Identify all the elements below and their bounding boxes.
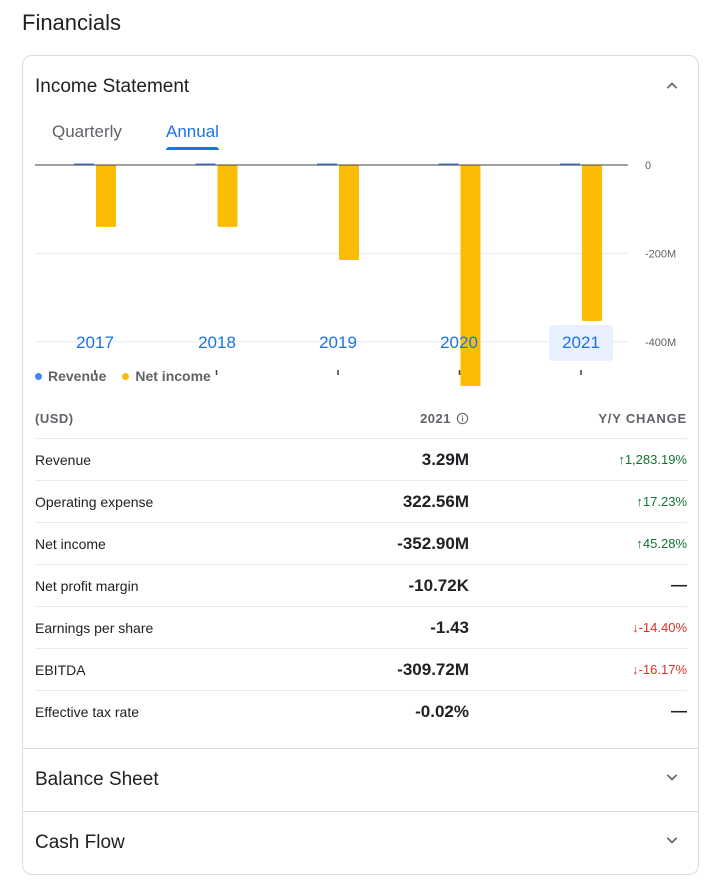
net-income-bar [96,165,116,227]
table-row: Revenue 3.29M ↑1,283.19% [35,439,687,481]
row-change-value: — [671,703,687,720]
row-value: -10.72K [408,575,469,595]
year-button-2019[interactable]: 2019 [319,333,357,352]
year-button-2018[interactable]: 2018 [198,333,236,352]
table-row: Net income -352.90M ↑45.28% [35,523,687,565]
row-change: ↑1,283.19% [618,452,687,467]
header-change: Y/Y CHANGE [598,411,687,426]
arrow-up-icon: ↑ [618,452,625,467]
chevron-down-icon[interactable] [662,767,682,787]
table-row: EBITDA -309.72M ↓-16.17% [35,649,687,691]
balance-sheet-title: Balance Sheet [35,769,159,790]
table-row: Earnings per share -1.43 ↓-14.40% [35,607,687,649]
info-icon[interactable] [456,412,469,425]
row-label: Effective tax rate [35,704,140,720]
header-year: 2021 [420,411,469,426]
arrow-up-icon: ↑ [636,536,643,551]
row-value: 3.29M [421,449,469,469]
table-row: Net profit margin -10.72K — [35,565,687,607]
row-change-value: 45.28% [642,536,687,551]
y-tick-label: -400M [645,337,676,349]
row-label: Net income [35,535,106,552]
revenue-bar [438,163,459,165]
row-label: Earnings per share [35,619,154,636]
income-statement-header[interactable]: Income Statement [23,56,698,118]
page-title: Financials [22,10,122,35]
chevron-down-icon[interactable] [662,830,682,850]
legend-net-income: Net income [122,368,211,384]
row-value: -0.02% [415,702,469,721]
row-change-value: 17.23% [642,494,687,509]
row-change-value: — [671,576,687,594]
arrow-down-icon: ↓ [632,620,639,635]
section-divider [23,748,698,749]
revenue-dot-icon [35,372,42,380]
row-label: Operating expense [35,493,154,510]
legend-net-income-label: Net income [135,368,211,384]
y-tick-label: 0 [645,160,651,172]
revenue-bar [560,163,580,165]
net-income-bar [339,165,359,261]
revenue-bar [74,163,94,165]
row-label: Revenue [35,451,92,468]
row-label: Net profit margin [35,577,139,594]
legend-revenue: Revenue [35,368,106,384]
chevron-up-icon[interactable] [662,76,682,96]
cash-flow-title: Cash Flow [35,832,125,853]
tab-quarterly[interactable]: Quarterly [52,122,122,141]
row-value: -309.72M [397,659,469,679]
row-value: -1.43 [430,617,469,637]
row-label: EBITDA [35,661,86,678]
row-change-value: -16.17% [638,662,687,677]
arrow-up-icon: ↑ [636,494,643,509]
year-button-2021[interactable]: 2021 [549,325,613,361]
revenue-bar [317,163,337,165]
year-button-2017[interactable]: 2017 [76,333,114,352]
year-button-2020[interactable]: 2020 [440,333,478,352]
row-change: ↑17.23% [636,494,687,509]
legend-revenue-label: Revenue [48,368,107,384]
header-currency: (USD) [35,411,74,426]
net-income-dot-icon [122,372,130,380]
header-year-label: 2021 [420,411,451,426]
revenue-bar [195,163,216,165]
net-income-bar [582,165,602,321]
net-income-bar [217,165,238,227]
table-row: Operating expense 322.56M ↑17.23% [35,481,687,523]
financials-table: (USD) 2021 Y/Y CHANGE Revenue 3.29M ↑1,2… [35,399,687,733]
section-divider [23,811,698,812]
income-chart: 0-200M-400M-600M [35,160,676,386]
row-change-value: -14.40% [638,620,687,635]
table-row: Effective tax rate -0.02% — [35,691,687,733]
arrow-down-icon: ↓ [632,662,639,677]
row-value: -352.90M [397,533,469,553]
y-tick-label: -200M [645,248,676,260]
chart-legend: Revenue Net income [35,368,211,384]
tab-annual[interactable]: Annual [166,122,219,150]
row-value: 322.56M [402,491,469,511]
cash-flow-header[interactable]: Cash Flow [23,812,698,874]
balance-sheet-header[interactable]: Balance Sheet [23,749,698,811]
table-header-row: (USD) 2021 Y/Y CHANGE [35,399,687,439]
row-change: ↓-16.17% [632,662,687,677]
row-change: ↓-14.40% [632,620,687,635]
row-change-value: 1,283.19% [624,452,687,467]
financials-card: Income Statement Quarterly Annual 0 -200M… [22,55,699,875]
income-statement-title: Income Statement [35,76,190,97]
row-change: ↑45.28% [636,536,687,551]
net-income-bar [460,165,481,386]
